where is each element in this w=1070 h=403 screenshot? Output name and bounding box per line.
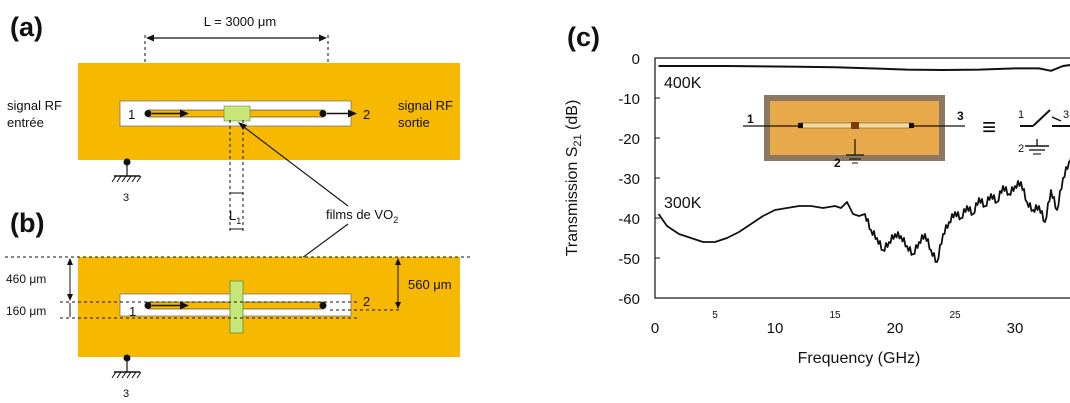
ground-icon [112, 159, 141, 183]
inset-port3: 3 [957, 109, 964, 123]
l1-label: L1 [229, 208, 241, 226]
port2-label-a: 2 [363, 107, 370, 122]
device-inset: 1 3 2 [743, 98, 965, 170]
length-arrow-head-left [146, 35, 154, 42]
equivalence-sign: ≡ [982, 114, 996, 141]
port1-dot-a [145, 110, 152, 117]
y-tick-label: -40 [618, 211, 640, 228]
vo2-film-a [224, 106, 250, 121]
films-label: films de VO2 [326, 207, 398, 225]
signal-out-line1: signal RF [398, 98, 453, 113]
port1-label-a: 1 [128, 107, 135, 122]
y-tick-label: -10 [618, 91, 640, 108]
port2-dot-a [320, 110, 327, 117]
x-tick-label: 20 [887, 320, 904, 337]
signal-out-line2: sortie [398, 115, 430, 130]
x-tick-label: 30 [1007, 320, 1024, 337]
svg-text:2: 2 [1018, 143, 1024, 155]
y-tick-label: -50 [618, 251, 640, 268]
plot-frame [655, 58, 1070, 298]
y-tick-label: -20 [618, 131, 640, 148]
ground-port-label-a: 3 [123, 192, 129, 204]
x-tick-label: 25 [949, 310, 961, 321]
x-tick-label: 10 [767, 320, 784, 337]
x-tick-label: 5 [712, 310, 718, 321]
vo2-film-b [230, 281, 243, 333]
dim-460-label: 460 μm [6, 272, 46, 286]
port2-dot-b [320, 302, 327, 309]
switch-symbol-icon: 1 3 2 [1018, 109, 1070, 155]
dim-560-label: 560 μm [408, 277, 452, 292]
length-arrow-head-right [319, 35, 327, 42]
ground-icon [112, 355, 141, 379]
x-tick-label: 0 [651, 320, 659, 337]
dim-160-label: 160 μm [6, 304, 46, 318]
signal-in-line1: signal RF [7, 98, 62, 113]
inset-pad-left [798, 123, 803, 128]
length-label: L = 3000 μm [204, 14, 276, 29]
inset-center [851, 122, 859, 129]
inset-port2: 2 [834, 156, 841, 170]
inset-pad-right [909, 123, 914, 128]
ground-port-label-b: 3 [123, 388, 129, 400]
y-tick-label: -30 [618, 171, 640, 188]
x-tick-label: 15 [829, 310, 841, 321]
port1-label-b: 1 [129, 304, 136, 319]
svg-text:3: 3 [1063, 109, 1069, 121]
y-axis-label: Transmission S21 (dB) [564, 100, 584, 257]
port1-dot-b [145, 302, 152, 309]
signal-in-line2: entrée [7, 115, 44, 130]
s21-chart: 0 -10 -20 -30 -40 -50 -60 0 5 10 15 20 25 30 Transmi… [555, 0, 1070, 403]
y-tick-label: 0 [632, 51, 640, 68]
svg-text:1: 1 [1018, 109, 1024, 121]
schematic-diagram: L = 3000 μm 1 2 signal RF entrée signal … [0, 0, 560, 403]
series-label-400k: 400K [664, 75, 702, 92]
inset-port1: 1 [747, 112, 754, 126]
series-line-400k [659, 64, 1070, 70]
dim-460-head-bottom [67, 294, 73, 301]
dim-460-head-top [67, 258, 73, 265]
port2-label-b: 2 [363, 294, 370, 309]
series-label-300k: 300K [664, 195, 702, 212]
x-axis-label: Frequency (GHz) [798, 350, 921, 367]
y-tick-label: -60 [618, 291, 640, 308]
